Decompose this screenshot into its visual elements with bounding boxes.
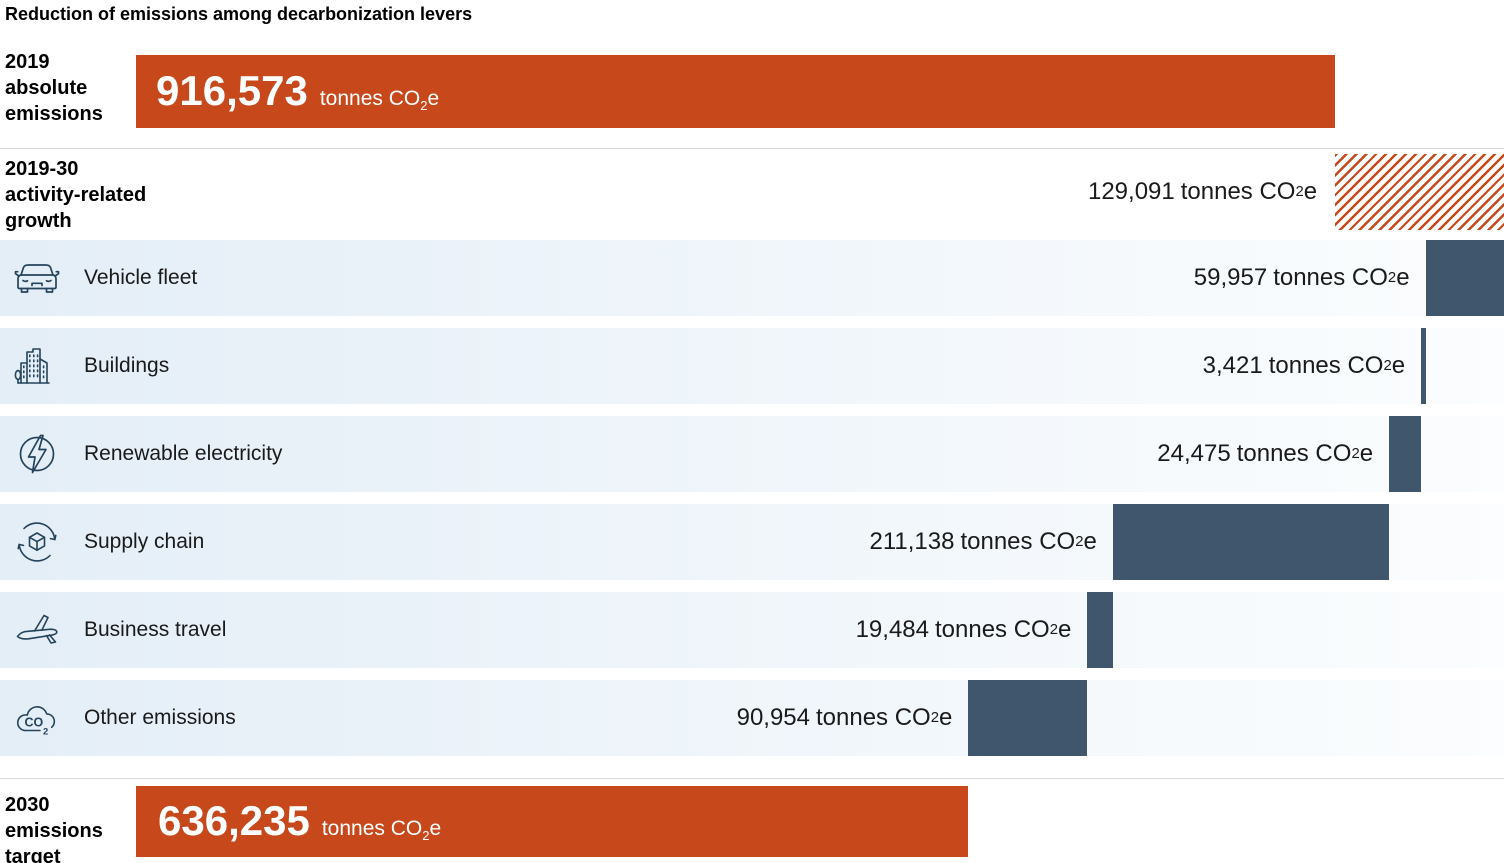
lever-bar (1421, 328, 1426, 404)
separator (0, 778, 1504, 779)
bar-activity-growth-hatched (1335, 154, 1504, 230)
supply-chain-icon (13, 518, 61, 566)
lever-value: 24,475 tonnes CO 2 e (1157, 440, 1374, 467)
unit-label: tonnes CO2e (321, 816, 442, 844)
lever-bar (1425, 240, 1504, 316)
buildings-icon (13, 342, 61, 390)
lever-value: 211,138 tonnes CO 2 e (869, 528, 1097, 555)
co2-cloud-icon: CO 2 (13, 694, 61, 742)
lever-row-other-emissions: CO 2 Other emissions 90,954 tonnes CO 2 e (0, 680, 1504, 756)
lever-row-business-travel: Business travel 19,484 tonnes CO 2 e (0, 592, 1504, 668)
lever-label: Supply chain (84, 530, 205, 553)
end-value: 636,235 (158, 796, 310, 844)
label-line: emissions (5, 103, 103, 125)
label-line: growth (5, 210, 72, 232)
lever-row-buildings: Buildings 3,421 tonnes CO 2 e (0, 328, 1504, 404)
label-2030-emissions-target: 2030 emissions target (5, 792, 103, 863)
lever-value: 59,957 tonnes CO 2 e (1193, 264, 1410, 291)
lever-bar (1389, 416, 1422, 492)
lever-label: Buildings (84, 354, 170, 377)
chart-title: Reduction of emissions among decarboniza… (5, 4, 473, 24)
lever-bar (968, 680, 1088, 756)
car-icon (13, 254, 61, 302)
label-line: 2019 (5, 51, 50, 73)
lever-row-renewable-electricity: Renewable electricity 24,475 tonnes CO 2 e (0, 416, 1504, 492)
label-2019-absolute-emissions: 2019 absolute emissions (5, 49, 103, 127)
label-line: activity-related (5, 184, 147, 206)
label-line: 2019-30 (5, 158, 79, 180)
label-line: absolute (5, 77, 88, 99)
bar-2019-absolute-emissions: 916,573 tonnes CO2e (136, 55, 1336, 128)
growth-value: 129,091 tonnes CO 2 e (1087, 178, 1318, 205)
label-line: emissions (5, 820, 103, 842)
svg-text:CO: CO (25, 716, 44, 730)
airplane-icon (13, 606, 61, 654)
lever-value: 90,954 tonnes CO 2 e (736, 704, 953, 731)
lever-bar (1087, 592, 1113, 668)
lever-row-vehicle-fleet: Vehicle fleet 59,957 tonnes CO 2 e (0, 240, 1504, 316)
lever-bar (1112, 504, 1390, 580)
lever-label: Business travel (84, 618, 227, 641)
lever-label: Renewable electricity (84, 442, 283, 465)
lever-label: Other emissions (84, 706, 236, 729)
unit-label: tonnes CO2e (319, 86, 440, 114)
bar-2030-emissions-target: 636,235 tonnes CO2e (136, 786, 969, 857)
lever-row-supply-chain: Supply chain 211,138 tonnes CO 2 e (0, 504, 1504, 580)
lever-value: 19,484 tonnes CO 2 e (855, 616, 1072, 643)
label-line: target (5, 846, 61, 863)
lever-value: 3,421 tonnes CO 2 e (1202, 352, 1406, 379)
separator (0, 148, 1504, 149)
label-line: 2030 (5, 794, 50, 816)
start-value: 916,573 (156, 66, 308, 114)
lightning-bolt-icon (13, 430, 61, 478)
lever-label: Vehicle fleet (84, 266, 198, 289)
svg-text:2: 2 (43, 727, 48, 738)
label-activity-related-growth: 2019-30 activity-related growth (5, 156, 146, 234)
